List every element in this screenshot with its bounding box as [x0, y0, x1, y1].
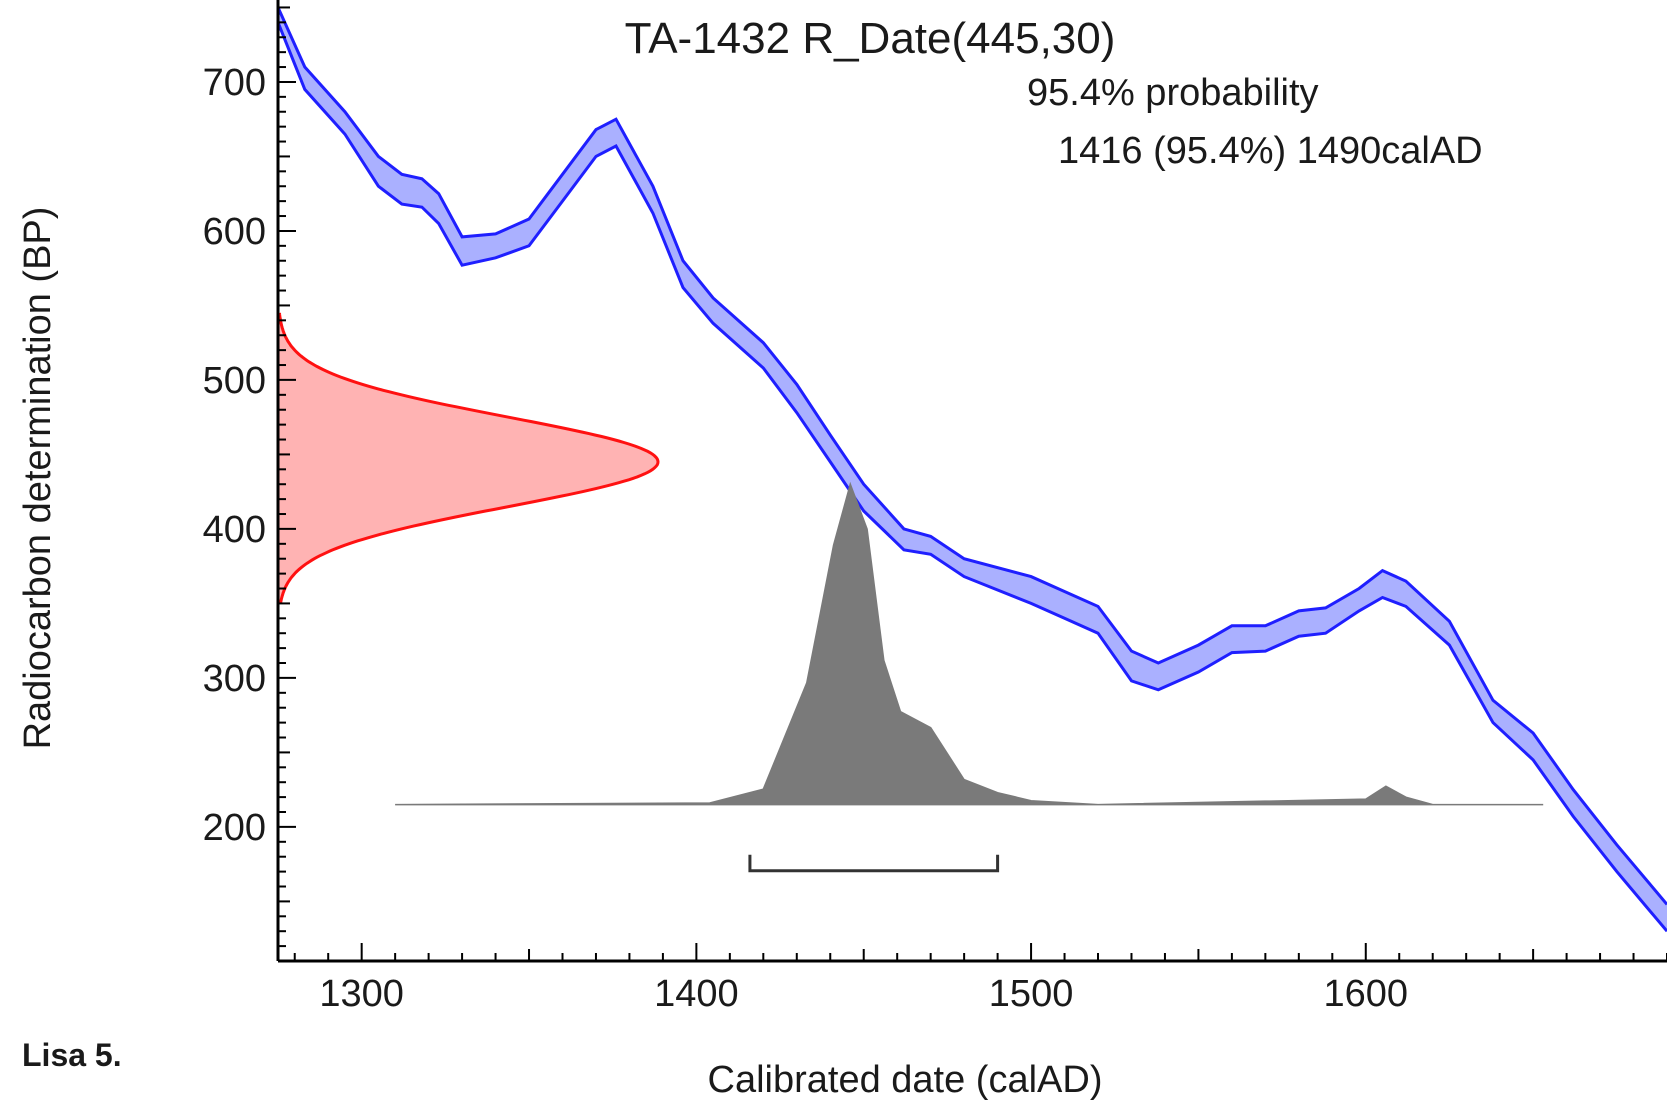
- y-tick-label: 300: [203, 658, 266, 700]
- y-tick-label: 700: [203, 62, 266, 104]
- calibration-curve-upper: [278, 6, 1667, 906]
- y-tick-label: 400: [203, 509, 266, 551]
- range-label: 1416 (95.4%) 1490calAD: [1058, 130, 1483, 172]
- axes: 200 300 400 500 600 700 1300 1400 1500 1600: [203, 0, 1667, 1015]
- chart-title: TA-1432 R_Date(445,30): [625, 14, 1116, 63]
- x-tick-label: 1400: [654, 973, 739, 1015]
- measurement-distribution-line: [278, 312, 660, 604]
- y-tick-label: 500: [203, 360, 266, 402]
- x-axis-label: Calibrated date (calAD): [708, 1059, 1103, 1101]
- x-tick-label: 1500: [989, 973, 1074, 1015]
- y-tick-label: 200: [203, 807, 266, 849]
- plot-area: [278, 6, 1667, 933]
- y-axis-label: Radiocarbon determination (BP): [17, 207, 59, 750]
- posterior-distribution: [395, 481, 1544, 806]
- probability-label: 95.4% probability: [1027, 72, 1319, 114]
- x-tick-label: 1300: [319, 973, 404, 1015]
- x-tick-label: 1600: [1323, 973, 1408, 1015]
- y-tick-label: 600: [203, 211, 266, 253]
- figure-label: Lisa 5.: [22, 1037, 122, 1073]
- measurement-distribution-fill: [278, 312, 658, 604]
- calibration-curve-lower: [278, 21, 1667, 933]
- range-bar: [748, 854, 1000, 873]
